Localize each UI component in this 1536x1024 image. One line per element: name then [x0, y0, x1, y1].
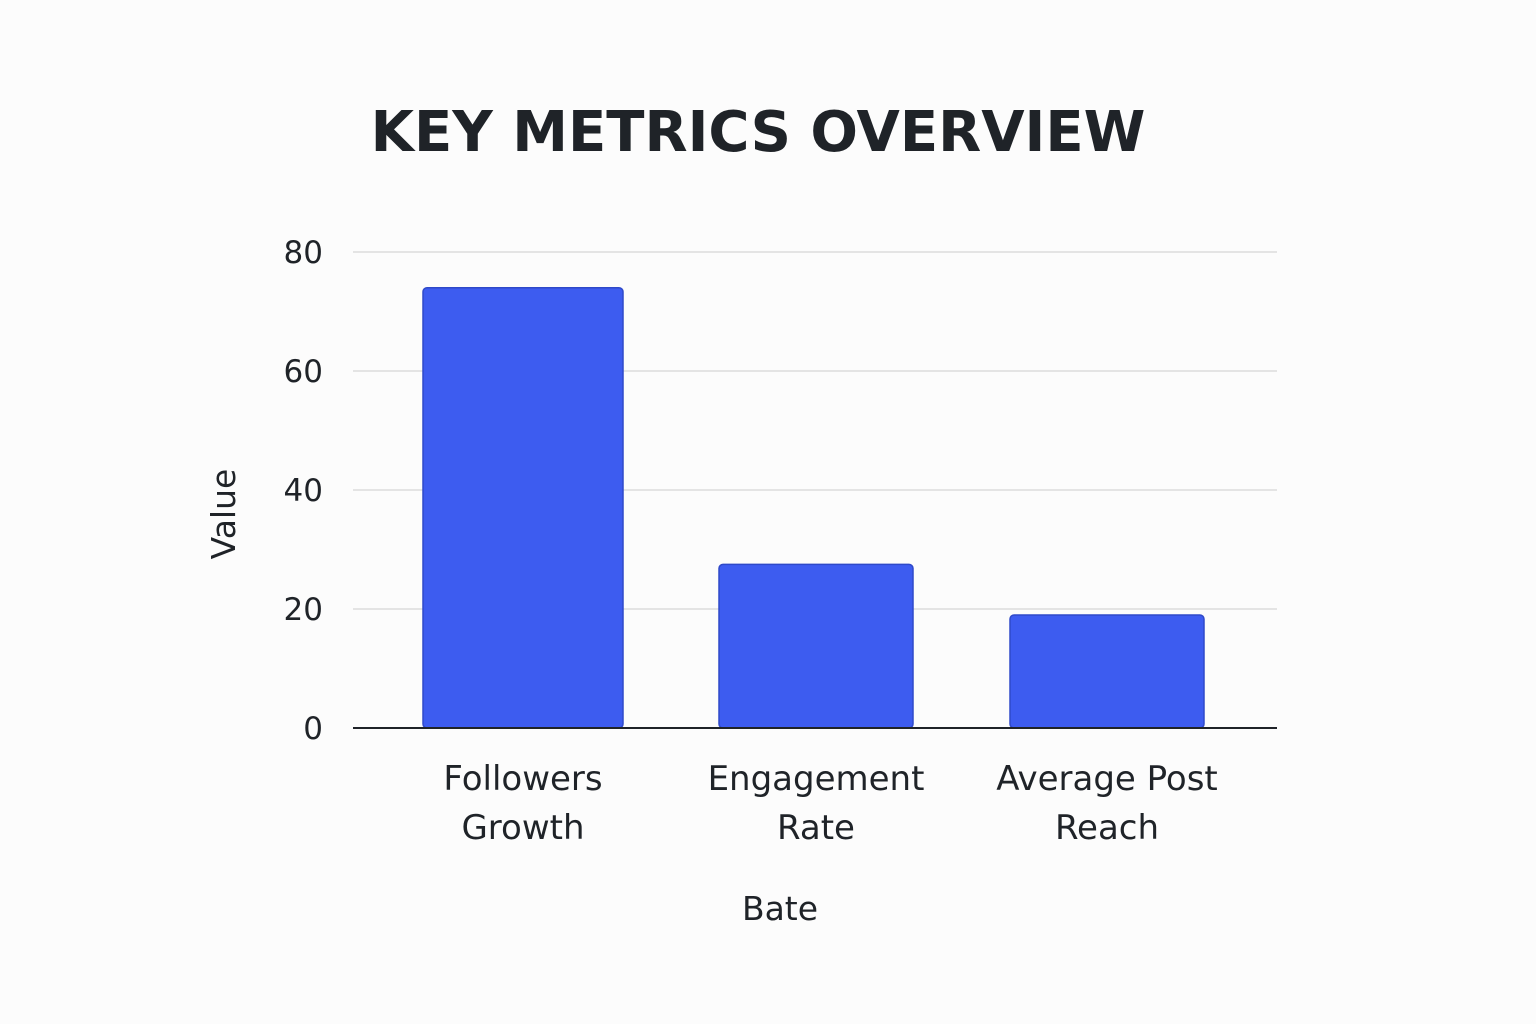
y-axis-label: Value — [204, 469, 243, 560]
bar — [718, 563, 914, 729]
bars — [422, 286, 1205, 729]
x-category-label: Average Post — [996, 759, 1218, 799]
y-tick-label: 0 — [303, 711, 323, 747]
x-category-label: Growth — [461, 808, 584, 848]
chart-title: KEY METRICS OVERVIEW — [371, 100, 1146, 165]
x-axis-label: Bate — [742, 889, 818, 928]
y-axis-ticks: 0 20 40 60 80 — [284, 235, 323, 747]
y-tick-label: 20 — [284, 592, 323, 628]
y-tick-label: 40 — [284, 473, 323, 509]
x-category-label: Followers — [443, 759, 602, 799]
bar — [422, 286, 624, 729]
x-category-label: Reach — [1055, 808, 1159, 848]
x-category-label: Rate — [777, 808, 855, 848]
x-axis-categories: Followers Growth Engagement Rate Average Pos… — [443, 759, 1217, 848]
y-tick-label: 80 — [284, 235, 323, 271]
x-category-label: Engagement — [708, 759, 925, 799]
bar — [1009, 614, 1205, 729]
y-tick-label: 60 — [284, 354, 323, 390]
